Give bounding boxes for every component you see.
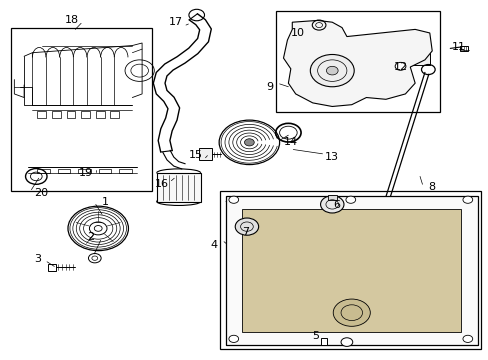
- Bar: [119, 169, 132, 173]
- Bar: [459, 45, 467, 50]
- Text: 9: 9: [266, 82, 273, 92]
- Polygon shape: [242, 209, 461, 332]
- Bar: [58, 169, 70, 173]
- Bar: [110, 111, 119, 118]
- Text: 10: 10: [290, 28, 305, 38]
- Bar: [66, 111, 75, 118]
- Text: 3: 3: [34, 254, 41, 264]
- Circle shape: [326, 66, 337, 75]
- Text: 15: 15: [188, 150, 203, 160]
- Bar: [276, 12, 439, 112]
- Text: 12: 12: [393, 62, 407, 72]
- Bar: [52, 111, 61, 118]
- Text: 8: 8: [428, 182, 435, 192]
- Bar: [99, 169, 111, 173]
- Bar: [96, 111, 104, 118]
- Bar: [11, 28, 152, 191]
- Bar: [198, 148, 212, 160]
- Circle shape: [394, 62, 405, 70]
- Bar: [78, 169, 91, 173]
- Text: 18: 18: [64, 15, 78, 26]
- Bar: [225, 338, 245, 345]
- Polygon shape: [283, 21, 431, 107]
- Bar: [458, 338, 477, 345]
- Circle shape: [462, 196, 472, 203]
- Bar: [37, 111, 46, 118]
- Text: 20: 20: [34, 188, 48, 198]
- Text: 7: 7: [242, 227, 248, 237]
- Bar: [400, 51, 429, 65]
- Text: 11: 11: [451, 42, 465, 52]
- Bar: [328, 195, 336, 201]
- Circle shape: [345, 196, 355, 203]
- Text: 1: 1: [102, 197, 109, 207]
- Circle shape: [228, 335, 238, 342]
- Text: 4: 4: [210, 239, 217, 249]
- Text: 19: 19: [79, 168, 93, 178]
- Bar: [220, 191, 480, 348]
- Circle shape: [320, 196, 343, 213]
- Bar: [81, 111, 90, 118]
- Bar: [48, 264, 56, 271]
- Text: 13: 13: [325, 152, 339, 162]
- Circle shape: [332, 299, 369, 326]
- Text: 2: 2: [87, 232, 94, 242]
- Text: 16: 16: [154, 179, 168, 189]
- Circle shape: [310, 54, 353, 87]
- Text: 14: 14: [283, 138, 297, 147]
- Bar: [157, 173, 200, 202]
- Circle shape: [228, 196, 238, 203]
- Circle shape: [235, 218, 258, 235]
- Bar: [37, 169, 50, 173]
- Circle shape: [244, 139, 254, 146]
- Polygon shape: [225, 196, 477, 345]
- Text: 5: 5: [311, 331, 318, 341]
- Bar: [320, 338, 327, 345]
- Text: 17: 17: [169, 17, 183, 27]
- Circle shape: [340, 338, 352, 346]
- Circle shape: [462, 335, 472, 342]
- Text: 6: 6: [333, 200, 340, 210]
